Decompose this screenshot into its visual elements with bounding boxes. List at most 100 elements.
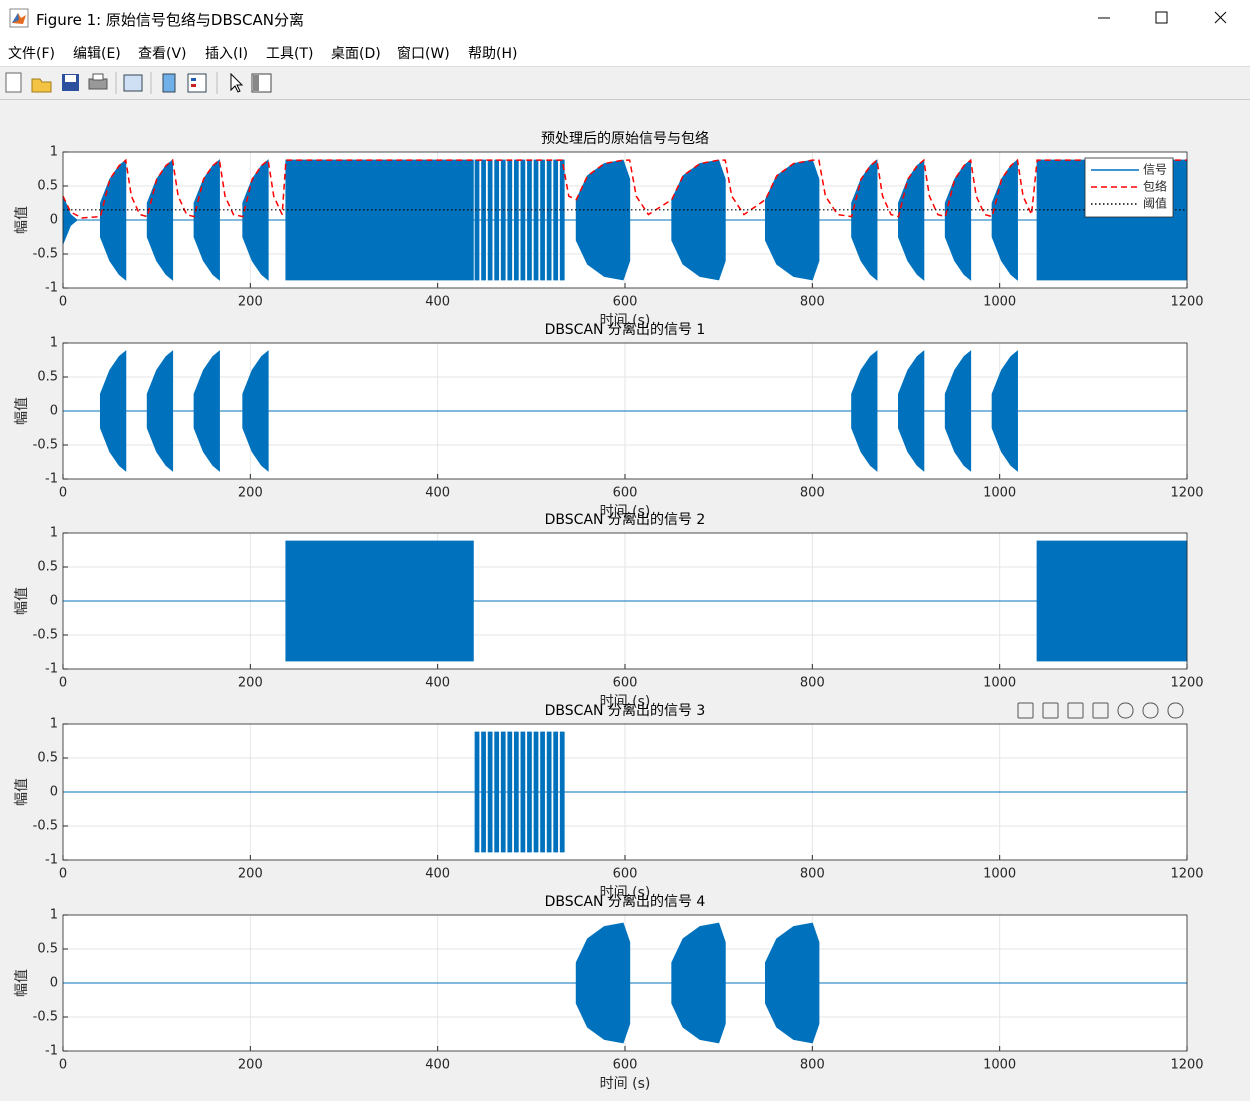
- y-tick-label: 0: [50, 404, 58, 419]
- y-tick-label: 1: [50, 526, 58, 541]
- y-tick-label: -0.5: [33, 247, 58, 262]
- y-axis-label: 幅值: [14, 206, 30, 234]
- x-tick-label: 400: [425, 295, 450, 310]
- title-bar: Figure 1: 原始信号包络与DBSCAN分离: [0, 0, 1250, 36]
- x-axis-label: 时间 (s): [600, 885, 651, 901]
- x-tick-label: 200: [238, 486, 263, 501]
- chart-title: DBSCAN 分离出的信号 4: [545, 893, 706, 910]
- x-tick-label: 1200: [1170, 486, 1203, 501]
- toolbar: [0, 67, 1250, 100]
- signal-area: [63, 731, 1187, 853]
- x-tick-label: 200: [238, 295, 263, 310]
- y-tick-label: 1: [50, 908, 58, 923]
- x-axis-label: 时间 (s): [600, 313, 651, 329]
- window-title: Figure 1: 原始信号包络与DBSCAN分离: [36, 11, 304, 29]
- menu-item[interactable]: 插入(I): [205, 46, 249, 62]
- x-tick-label: 600: [613, 867, 638, 882]
- x-tick-label: 1000: [983, 295, 1016, 310]
- window-controls[interactable]: [1090, 0, 1240, 36]
- axes-tool: [1167, 702, 1184, 719]
- menu-bar: 文件(F) 编辑(E) 查看(V) 插入(I) 工具(T) 桌面(D) 窗口(W) 帮助(H): [0, 36, 1250, 67]
- y-tick-label: -0.5: [33, 1010, 58, 1025]
- figure: 0 200 400 600 800 1000 1200-1-0.500.51预处理后的原始信…: [14, 131, 1204, 1092]
- menu-item[interactable]: 桌面(D): [331, 46, 381, 62]
- x-tick-label: 400: [425, 867, 450, 882]
- x-tick-label: 1000: [983, 676, 1016, 691]
- x-tick-label: 800: [800, 486, 825, 501]
- y-tick-label: -1: [45, 472, 58, 487]
- signal-area: [63, 922, 1187, 1044]
- y-axis-label: 幅值: [14, 778, 30, 806]
- app-icon: [9, 8, 29, 28]
- y-tick-label: 0: [50, 976, 58, 991]
- y-tick-label: 0.5: [37, 751, 58, 766]
- menu-item[interactable]: 帮助(H): [468, 46, 518, 62]
- menu-item[interactable]: 编辑(E): [73, 46, 121, 62]
- legend-label: 阈值: [1143, 196, 1167, 211]
- y-tick-label: 0.5: [37, 942, 58, 957]
- y-tick-label: 0.5: [37, 560, 58, 575]
- y-tick-label: -0.5: [33, 438, 58, 453]
- x-tick-label: 200: [238, 676, 263, 691]
- axes-toolbar[interactable]: [1017, 702, 1184, 719]
- chart-title: DBSCAN 分离出的信号 2: [545, 511, 706, 528]
- x-tick-label: 1200: [1170, 676, 1203, 691]
- legend-label: 信号: [1143, 163, 1167, 177]
- axes-tool: [1092, 702, 1109, 719]
- toolbar-icons[interactable]: [0, 67, 290, 99]
- y-tick-label: 1: [50, 717, 58, 732]
- x-tick-label: 800: [800, 295, 825, 310]
- y-axis-label: 幅值: [14, 969, 30, 997]
- x-tick-label: 600: [613, 486, 638, 501]
- y-axis-label: 幅值: [14, 587, 30, 615]
- x-tick-label: 200: [238, 1058, 263, 1073]
- y-tick-label: 0.5: [37, 179, 58, 194]
- axes-box: [62, 723, 1188, 861]
- y-tick-label: 0: [50, 213, 58, 228]
- x-tick-label: 0: [59, 486, 67, 501]
- x-tick-label: 1200: [1170, 1058, 1203, 1073]
- x-tick-label: 0: [59, 676, 67, 691]
- x-tick-label: 1200: [1170, 295, 1203, 310]
- menu-item[interactable]: 工具(T): [266, 46, 314, 62]
- x-axis-label: 时间 (s): [600, 1076, 651, 1092]
- y-tick-label: 0.5: [37, 370, 58, 385]
- y-tick-label: 1: [50, 336, 58, 351]
- menu-item[interactable]: 查看(V): [138, 46, 187, 62]
- axes-tool: [1042, 702, 1059, 719]
- y-tick-label: -1: [45, 853, 58, 868]
- y-tick-label: -0.5: [33, 628, 58, 643]
- x-tick-label: 1200: [1170, 867, 1203, 882]
- y-tick-label: -1: [45, 1044, 58, 1059]
- x-tick-label: 400: [425, 676, 450, 691]
- y-tick-label: 1: [50, 145, 58, 160]
- x-tick-label: 800: [800, 1058, 825, 1073]
- x-tick-label: 0: [59, 867, 67, 882]
- line: [62, 158, 1187, 219]
- chart-title: DBSCAN 分离出的信号 1: [545, 321, 706, 338]
- axes-tool: [1017, 702, 1034, 719]
- x-tick-label: 0: [59, 295, 67, 310]
- x-tick-label: 600: [613, 1058, 638, 1073]
- x-tick-label: 800: [800, 867, 825, 882]
- x-tick-label: 0: [59, 1058, 67, 1073]
- axes-tool: [1142, 702, 1159, 719]
- menu-item[interactable]: 文件(F): [8, 46, 55, 62]
- y-axis-label: 幅值: [14, 397, 30, 425]
- axes-tool: [1067, 702, 1084, 719]
- y-tick-label: -1: [45, 662, 58, 677]
- menu-item[interactable]: 窗口(W): [397, 46, 450, 62]
- x-tick-label: 1000: [983, 1058, 1016, 1073]
- x-tick-label: 600: [613, 676, 638, 691]
- x-axis-label: 时间 (s): [600, 694, 651, 710]
- x-tick-label: 600: [613, 295, 638, 310]
- chart-title: DBSCAN 分离出的信号 3: [545, 702, 706, 719]
- axes-tool: [1117, 702, 1134, 719]
- y-tick-label: 0: [50, 785, 58, 800]
- axes-box: [62, 342, 1188, 480]
- x-tick-label: 800: [800, 676, 825, 691]
- y-tick-label: 0: [50, 594, 58, 609]
- axes-box: [62, 151, 1188, 289]
- axes-box: [62, 532, 1188, 670]
